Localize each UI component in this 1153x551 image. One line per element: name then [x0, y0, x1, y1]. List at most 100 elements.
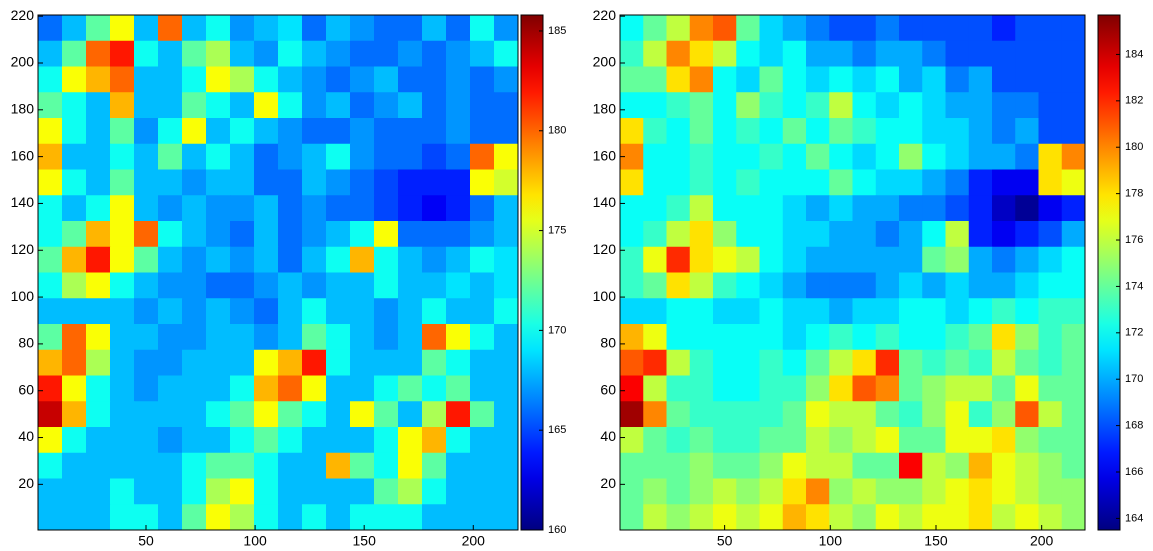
heatmap-cell	[759, 504, 784, 531]
heatmap-cell	[899, 195, 923, 222]
heatmap-cell	[689, 221, 714, 248]
heatmap-cell	[494, 221, 519, 248]
heatmap-cell	[945, 118, 970, 145]
heatmap-cell	[350, 40, 375, 67]
heatmap-cell	[302, 272, 327, 299]
heatmap-cell	[422, 324, 447, 351]
heatmap-cell	[713, 169, 737, 196]
heatmap-cell	[829, 15, 853, 42]
heatmap-cell	[1061, 92, 1086, 119]
heatmap-cell	[278, 66, 303, 93]
heatmap-cell	[254, 66, 279, 93]
heatmap-cell	[689, 272, 714, 299]
heatmap-cell	[230, 195, 255, 222]
heatmap-cell	[666, 401, 691, 428]
heatmap-cell	[875, 375, 900, 402]
heatmap-cell	[875, 478, 900, 505]
heatmap-cell	[446, 452, 471, 479]
heatmap-cell	[38, 452, 63, 479]
x-tick-label: 50	[138, 533, 154, 549]
heatmap-cell	[254, 92, 279, 119]
heatmap-cell	[1038, 143, 1063, 170]
heatmap-cell	[945, 15, 970, 42]
heatmap-cell	[992, 15, 1016, 42]
heatmap-cell	[182, 92, 207, 119]
heatmap-cell	[736, 40, 760, 67]
y-tick-label: 200	[593, 54, 617, 70]
heatmap-cell	[666, 478, 691, 505]
heatmap-cell	[852, 272, 877, 299]
heatmap-cell	[852, 118, 877, 145]
heatmap-cell	[38, 92, 63, 119]
heatmap-cell	[689, 324, 714, 351]
heatmap-cell	[899, 221, 923, 248]
heatmap-cell	[689, 375, 714, 402]
heatmap-cell	[852, 504, 877, 531]
heatmap-cell	[968, 349, 993, 376]
heatmap-cell	[829, 143, 853, 170]
heatmap-cell	[38, 246, 63, 273]
heatmap-cell	[206, 272, 231, 299]
heatmap-cell	[62, 169, 87, 196]
heatmap-cell	[1015, 118, 1039, 145]
heatmap-cell	[62, 66, 87, 93]
heatmap-cell	[643, 324, 667, 351]
heatmap-cell	[350, 478, 375, 505]
heatmap-cell	[206, 246, 231, 273]
heatmap-cell	[829, 427, 853, 454]
heatmap-cell	[158, 143, 183, 170]
heatmap-cell	[158, 92, 183, 119]
heatmap-cell	[470, 349, 495, 376]
heatmap-cell	[945, 272, 970, 299]
heatmap-cell	[689, 298, 714, 325]
heatmap-cell	[62, 401, 87, 428]
heatmap-cell	[494, 478, 519, 505]
heatmap-cell	[1015, 298, 1039, 325]
heatmap-cell	[1038, 246, 1063, 273]
heatmap-cell	[470, 375, 495, 402]
heatmap-cell	[666, 143, 691, 170]
heatmap-cell	[470, 143, 495, 170]
heatmap-cell	[992, 195, 1016, 222]
heatmap-cell	[689, 169, 714, 196]
heatmap-cell	[806, 246, 830, 273]
heatmap-cell	[1061, 195, 1086, 222]
heatmap-cell	[643, 401, 667, 428]
heatmap-cell	[302, 40, 327, 67]
heatmap-cell	[326, 401, 351, 428]
heatmap-cell	[643, 66, 667, 93]
heatmap-cell	[254, 221, 279, 248]
heatmap-cell	[134, 66, 159, 93]
heatmap-cell	[374, 118, 399, 145]
heatmap-cell	[922, 427, 946, 454]
heatmap-cell	[38, 15, 63, 42]
heatmap-cell	[398, 272, 423, 299]
colorbar-tick-label: 164	[1125, 512, 1143, 524]
y-tick-label: 80	[18, 335, 34, 351]
heatmap-cell	[922, 15, 946, 42]
heatmap-cell	[494, 324, 519, 351]
heatmap-cell	[899, 452, 923, 479]
colorbar-tick-label: 168	[1125, 420, 1143, 432]
heatmap-cell	[182, 66, 207, 93]
heatmap-cell	[875, 66, 900, 93]
heatmap-cell	[494, 66, 519, 93]
heatmap-cell	[992, 452, 1016, 479]
heatmap-cell	[689, 452, 714, 479]
heatmap-cell	[134, 118, 159, 145]
heatmap-cell	[759, 143, 784, 170]
heatmap-cell	[134, 221, 159, 248]
heatmap-cell	[899, 143, 923, 170]
heatmap-cell	[1038, 66, 1063, 93]
heatmap-cell	[158, 427, 183, 454]
heatmap-cell	[968, 375, 993, 402]
heatmap-cell	[446, 15, 471, 42]
heatmap-cell	[643, 143, 667, 170]
heatmap-cell	[666, 452, 691, 479]
heatmap-cell	[666, 298, 691, 325]
heatmap-cell	[158, 246, 183, 273]
heatmap-cell	[470, 92, 495, 119]
heatmap-cell	[422, 15, 447, 42]
heatmap-cell	[829, 504, 853, 531]
heatmap-cell	[374, 40, 399, 67]
